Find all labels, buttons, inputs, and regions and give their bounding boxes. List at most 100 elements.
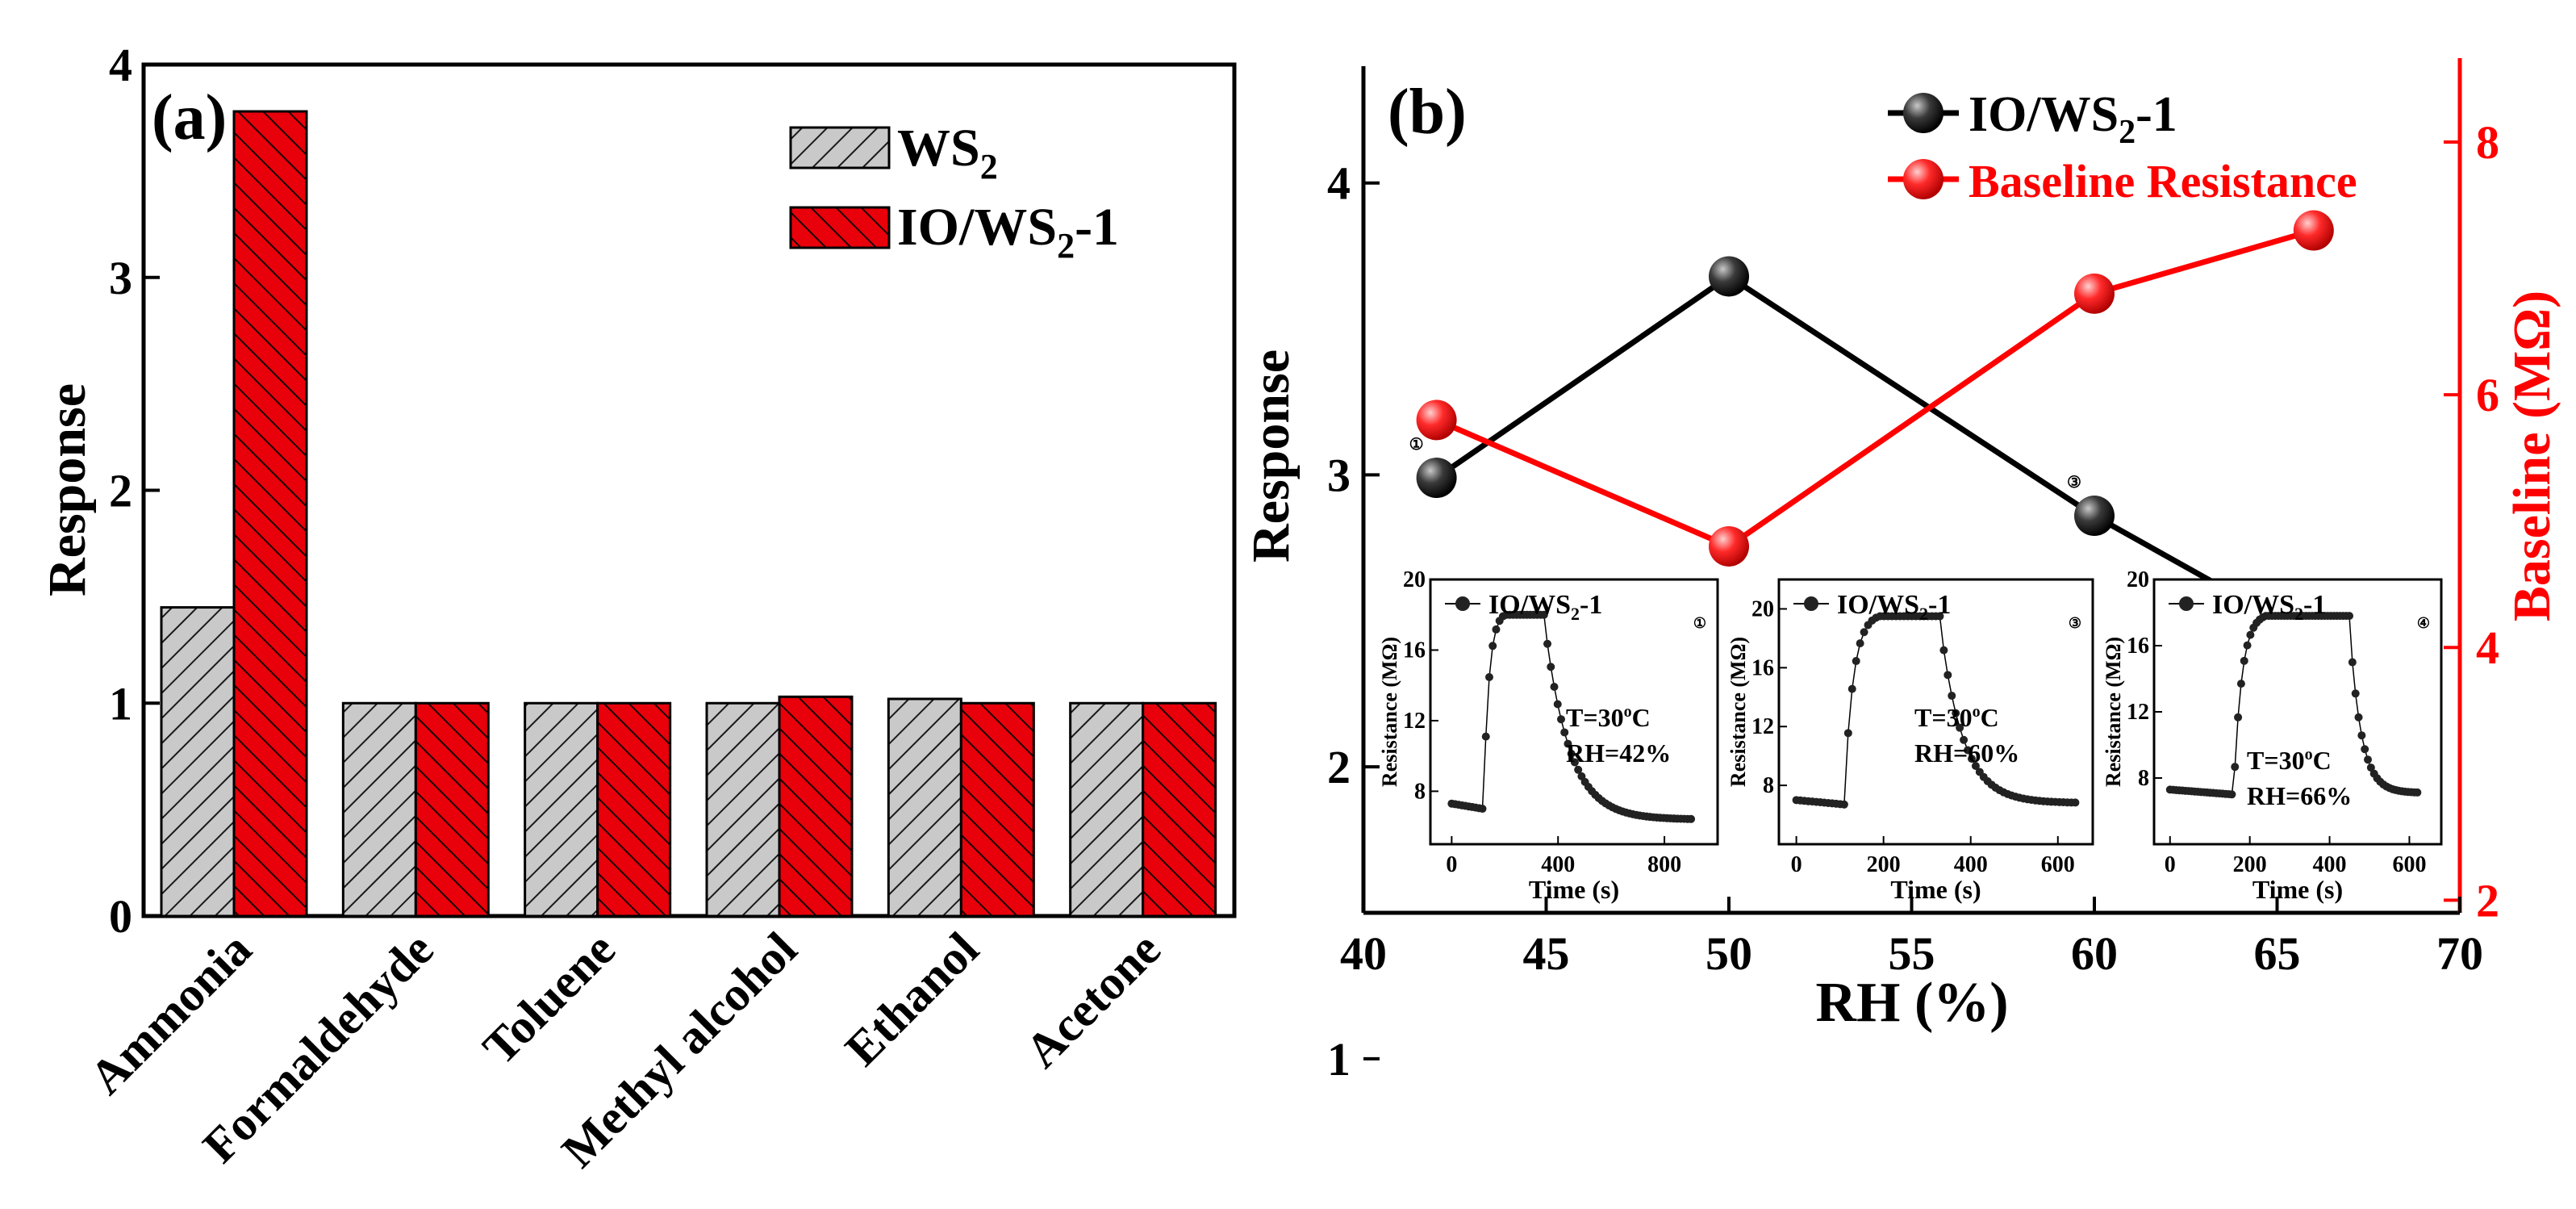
inset-point: [1967, 755, 1976, 763]
inset-point: [2351, 689, 2360, 698]
inset-point: [1492, 625, 1501, 634]
inset-point: [2236, 680, 2245, 688]
bar-ws2-ethanol: [887, 697, 962, 918]
inset-y-tick-label: 20: [1751, 596, 1774, 621]
panel-b-y-axis: 1 2 3 4: [1327, 157, 1380, 1086]
inset-point: [1971, 762, 1980, 771]
inset-point: [1687, 814, 1696, 823]
inset-point: [1960, 735, 1969, 744]
inset-point: [2345, 612, 2354, 621]
inset-y-tick-label: 16: [2127, 634, 2149, 659]
inset-point: [1964, 746, 1973, 755]
inset-y-tick-label: 12: [1751, 714, 1774, 739]
x-tick-label-acetone: Acetone: [1015, 922, 1171, 1078]
inset-point: [2361, 745, 2369, 754]
b-y-tick-label-1: 1: [1327, 1033, 1351, 1086]
bar-ws2-toluene: [524, 701, 599, 918]
inset-x-tick-label: 0: [1446, 852, 1457, 877]
inset-legend-marker: [1804, 596, 1818, 611]
y-tick-label-4: 4: [109, 39, 132, 91]
b-x-tick-label-45: 45: [1523, 927, 1570, 980]
inset-point: [1481, 732, 1490, 741]
inset-point: [1567, 749, 1576, 758]
inset-y-tick-label: 20: [1403, 567, 1426, 592]
inset-x-tick-label: 600: [2392, 852, 2426, 877]
inset-point: [2357, 731, 2366, 740]
inset-point: [1948, 692, 1956, 701]
y-tick-label-1: 1: [109, 677, 132, 730]
inset-point: [1478, 805, 1487, 814]
inset-x-tick-label: 600: [2041, 852, 2075, 877]
inset-point: [1488, 642, 1497, 651]
b-y-tick-label-4: 4: [1327, 157, 1351, 210]
legend-marker-baseline: [1903, 159, 1943, 199]
inset-x-axis-title: Time (s): [1890, 875, 1981, 904]
inset-x-axis-title: Time (s): [2252, 875, 2343, 904]
inset-x-axis-title: Time (s): [1529, 875, 1619, 904]
inset-point: [1856, 639, 1864, 648]
inset-condition-rh: RH=42%: [1566, 738, 1671, 768]
inset-point: [1560, 728, 1569, 737]
inset-point: [1543, 639, 1552, 648]
panel-b-x-axis: 40 45 50 55 60 65 70: [1340, 897, 2483, 980]
inset-x-tick-label: 200: [2233, 852, 2267, 877]
inset-point: [1952, 709, 1960, 717]
point-baseline-resistance-rh-60: [2074, 273, 2115, 314]
inset-y-tick-label: 8: [2138, 766, 2149, 791]
inset-y-axis-title: Resistance (MΩ): [2102, 637, 2125, 787]
inset-x-tick-label: 400: [1541, 852, 1575, 877]
legend-label-io-ws2-1: IO/WS2-1: [897, 198, 1119, 266]
bar-io-ws2-1-methyl-alcohol: [778, 695, 854, 918]
inset-point: [1852, 657, 1860, 666]
inset-legend-label: IO/WS2-1: [1488, 590, 1602, 624]
inset-point: [1839, 800, 1848, 809]
b-x-tick-label-70: 70: [2436, 927, 2483, 980]
inset-point: [1550, 682, 1559, 691]
inset-y-tick-label: 20: [2127, 567, 2149, 592]
point-baseline-resistance-rh-42: [1416, 400, 1457, 441]
inset-y-tick-label: 16: [1751, 655, 1774, 680]
inset-point: [1935, 612, 1944, 621]
inset-point: [1484, 673, 1493, 682]
inset-point: [2227, 790, 2236, 799]
point-baseline-resistance-rh-66: [2293, 210, 2334, 251]
panel-b-x-axis-title: RH (%): [1815, 972, 2008, 1034]
b-x-tick-label-60: 60: [2071, 927, 2118, 980]
b-y2-tick-label-6: 6: [2476, 369, 2499, 421]
line-io-ws2-1: [1434, 273, 2315, 642]
point-io-ws2-1-rh-60: [2074, 496, 2115, 537]
inset-point: [1943, 671, 1952, 680]
x-tick-label-toluene: Toluene: [473, 922, 625, 1075]
panel-a-legend: WS2 IO/WS2-1: [789, 119, 1119, 266]
inset-x-tick-label: 0: [1791, 852, 1802, 877]
inset-x-tick-label: 400: [1954, 852, 1988, 877]
b-y-tick-label-2: 2: [1327, 741, 1351, 793]
inset-y-tick-label: 8: [1414, 779, 1426, 804]
inset-frame: [2152, 578, 2443, 846]
inset-x-tick-label: 0: [2165, 852, 2176, 877]
panel-b-y2-axis: 2 4 6 8: [2444, 116, 2499, 927]
inset-legend-label: IO/WS2-1: [1837, 590, 1951, 624]
inset-x-tick-label: 400: [2313, 852, 2347, 877]
inset-condition-temperature: T=30oC: [1566, 703, 1651, 732]
bar-io-ws2-1-ethanol: [959, 701, 1035, 918]
inset-point-marker: ①: [1693, 615, 1706, 631]
inset-point: [1939, 646, 1948, 655]
b-x-tick-label-65: 65: [2254, 927, 2301, 980]
b-x-tick-label-40: 40: [1340, 927, 1387, 980]
inset-point: [1570, 758, 1579, 767]
inset-1: 8 12 16 20 0 400 800 Time (s) Resistance (MΩ) IO/…: [1378, 567, 1719, 904]
inset-point: [2240, 656, 2248, 665]
inset-point: [2231, 763, 2240, 772]
line-baseline-resistance: [1435, 228, 2315, 550]
bar-ws2-formaldehyde: [341, 701, 417, 918]
inset-point: [2243, 641, 2252, 650]
bar-io-ws2-1-acetone: [1142, 701, 1217, 918]
inset-point: [2364, 755, 2373, 764]
inset-point: [1556, 715, 1565, 724]
bar-ws2-acetone: [1069, 701, 1145, 918]
legend-swatch-io-ws2-1: [789, 206, 891, 249]
